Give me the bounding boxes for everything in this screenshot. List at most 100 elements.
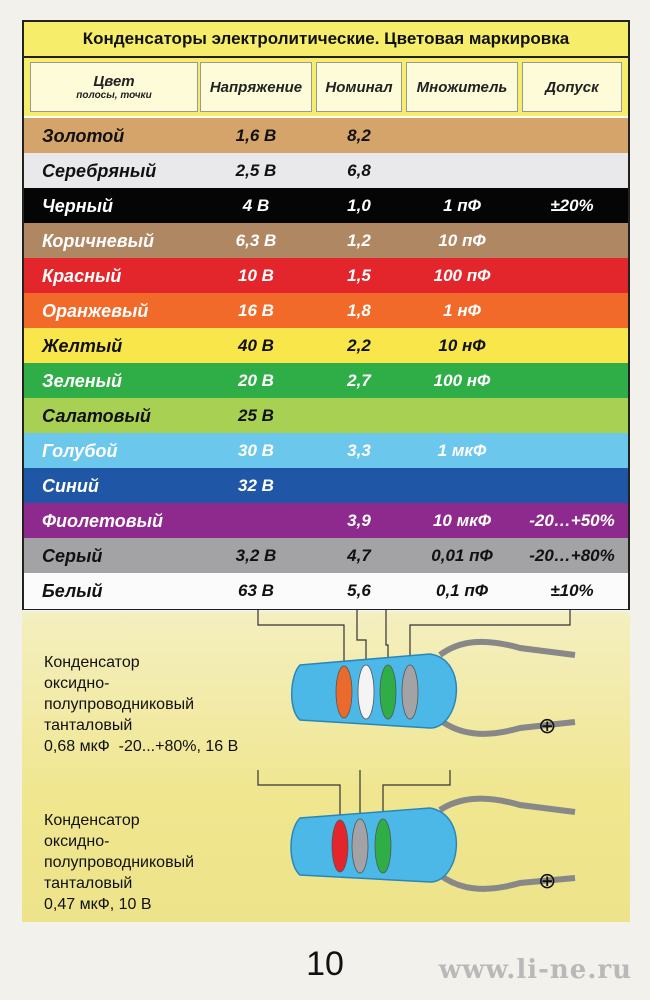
header-nominal: Номинал (316, 62, 402, 112)
cell-name: Салатовый (42, 405, 151, 426)
table-row: Желтый 40 В 2,2 10 нФ (24, 328, 628, 364)
cell-voltage: 16 В (238, 301, 274, 320)
capacitor-1-line-4: танталовый (44, 717, 133, 734)
capacitor-1 (291, 638, 576, 737)
capacitor-2-line-4: танталовый (44, 875, 133, 892)
table-header-row: Цвет полосы, точки Напряжение Номинал Мн… (24, 58, 628, 116)
cell-tolerance: -20…+50% (529, 511, 615, 530)
cell-multiplier: 10 мкФ (432, 511, 492, 530)
cell-name: Красный (42, 265, 122, 286)
cell-nominal: 2,2 (347, 336, 371, 355)
cell-nominal: 1,0 (347, 196, 371, 215)
cell-name: Синий (42, 475, 99, 496)
cell-name: Золотой (42, 125, 125, 146)
connector-multiplier-1 (385, 610, 389, 668)
cell-multiplier: 10 нФ (438, 336, 486, 355)
cell-name: Оранжевый (42, 300, 149, 321)
cell-voltage: 63 В (238, 581, 274, 600)
cell-nominal: 3,9 (347, 511, 371, 530)
cell-voltage: 6,3 В (235, 231, 277, 250)
cell-voltage: 30 В (238, 441, 274, 460)
lead-bottom-2 (438, 872, 576, 892)
connector-voltage-2 (257, 770, 341, 822)
cell-multiplier: 0,1 пФ (435, 581, 488, 600)
table-title: Конденсаторы электролитические. Цветовая… (82, 29, 570, 48)
capacitor-body-2 (290, 807, 457, 883)
capacitor-2-line-3: полупроводниковый (44, 854, 194, 871)
capacitor-1-band-1 (335, 665, 353, 719)
capacitor-1-band-3 (379, 664, 397, 720)
table-row: Серебряный 2,5 В 6,8 (24, 153, 628, 189)
table-row: Голубой 30 В 3,3 1 мкФ (24, 433, 628, 469)
color-code-table: Конденсаторы электролитические. Цветовая… (22, 20, 630, 610)
connector-nominal-1 (356, 610, 367, 668)
table-row: Коричневый 6,3 В 1,2 10 пФ (24, 223, 628, 259)
cell-multiplier: 1 мкФ (437, 441, 487, 460)
capacitor-1-line-2: оксидно- (44, 675, 110, 692)
capacitor-1-line-5: 0,68 мкФ -20...+80%, 16 В (44, 738, 239, 755)
cell-name: Голубой (42, 440, 118, 461)
table-row: Оранжевый 16 В 1,8 1 нФ (24, 293, 628, 329)
cell-tolerance: ±10% (550, 581, 594, 600)
header-color-label: Цвет (93, 73, 135, 90)
header-color: Цвет полосы, точки (30, 62, 198, 112)
lead-bottom-1 (438, 717, 576, 737)
watermark: www.li-ne.ru (438, 955, 632, 985)
connector-lines (257, 610, 571, 822)
capacitor-1-line-3: полупроводниковый (44, 696, 194, 713)
cell-name: Серый (42, 545, 103, 566)
capacitor-1-label: Конденсатор оксидно- полупроводниковый т… (44, 652, 238, 757)
cell-voltage: 25 В (238, 406, 274, 425)
cell-voltage: 1,6 В (235, 126, 277, 145)
table-row: Красный 10 В 1,5 100 пФ (24, 258, 628, 294)
connector-tolerance-1 (409, 610, 571, 670)
table-row: Зеленый 20 В 2,7 100 нФ (24, 363, 628, 399)
cell-voltage: 2,5 В (235, 161, 277, 180)
lead-top-1 (438, 638, 576, 658)
capacitor-2-band-1 (331, 819, 349, 873)
cell-nominal: 1,8 (347, 301, 371, 320)
cell-name: Зеленый (42, 370, 123, 391)
table-row: Синий 32 В (24, 468, 628, 504)
cell-voltage: 4 В (242, 196, 270, 215)
capacitor-2-line-5: 0,47 мкФ, 10 В (44, 896, 152, 913)
cell-multiplier: 0,01 пФ (431, 546, 493, 565)
cell-voltage: 20 В (238, 371, 274, 390)
cell-nominal: 2,7 (347, 371, 371, 390)
cell-tolerance: ±20% (550, 196, 594, 215)
cell-nominal: 3,3 (347, 441, 371, 460)
cell-name: Белый (42, 580, 103, 601)
capacitor-2-line-2: оксидно- (44, 833, 110, 850)
table-row: Золотой 1,6 В 8,2 (24, 118, 628, 154)
connector-voltage-1 (257, 610, 345, 670)
capacitor-1-band-4 (401, 664, 419, 720)
cell-nominal: 8,2 (347, 126, 371, 145)
capacitor-1-line-1: Конденсатор (44, 654, 140, 671)
cell-name: Черный (42, 195, 113, 216)
header-color-sublabel: полосы, точки (76, 90, 152, 101)
cell-voltage: 3,2 В (235, 546, 277, 565)
polarity-icon-1: ⊕ (538, 714, 556, 739)
cell-multiplier: 1 нФ (443, 301, 481, 320)
cell-multiplier: 100 пФ (433, 266, 491, 285)
cell-name: Желтый (42, 335, 123, 356)
capacitor-2-line-1: Конденсатор (44, 812, 140, 829)
table-row: Фиолетовый 3,9 10 мкФ -20…+50% (24, 503, 628, 539)
header-voltage: Напряжение (200, 62, 312, 112)
cell-voltage: 32 В (238, 476, 274, 495)
cell-nominal: 6,8 (347, 161, 371, 180)
cell-multiplier: 10 пФ (438, 231, 486, 250)
polarity-icon-2: ⊕ (538, 869, 556, 894)
table-title-bar: Конденсаторы электролитические. Цветовая… (24, 22, 628, 58)
table-row: Черный 4 В 1,0 1 пФ ±20% (24, 188, 628, 224)
capacitor-2-label: Конденсатор оксидно- полупроводниковый т… (44, 810, 194, 915)
cell-multiplier: 100 нФ (433, 371, 491, 390)
cell-nominal: 4,7 (347, 546, 371, 565)
page-number: 10 (306, 945, 344, 983)
cell-nominal: 1,5 (347, 266, 371, 285)
table-row: Серый 3,2 В 4,7 0,01 пФ -20…+80% (24, 538, 628, 574)
cell-nominal: 1,2 (347, 231, 371, 250)
cell-name: Серебряный (42, 160, 157, 181)
table-row: Белый 63 В 5,6 0,1 пФ ±10% (24, 573, 628, 609)
